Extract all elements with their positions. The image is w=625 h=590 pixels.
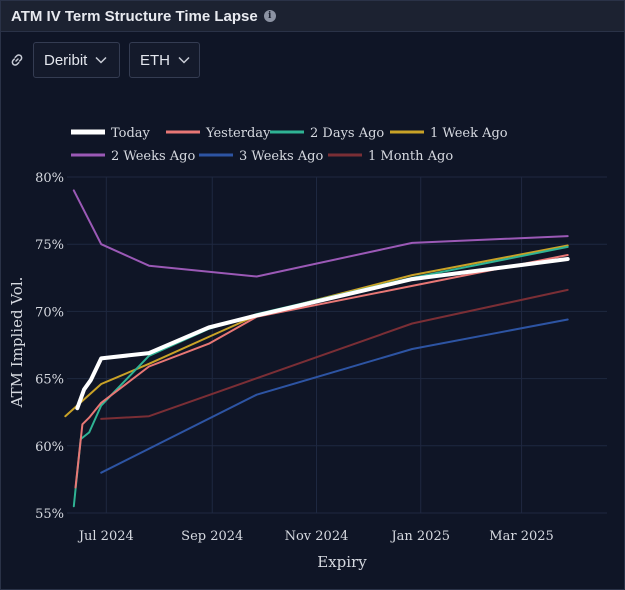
y-tick-label: 55%	[35, 507, 64, 522]
legend-label: Today	[111, 126, 151, 141]
legend-label: 3 Weeks Ago	[239, 149, 323, 164]
y-tick-label: 65%	[35, 373, 64, 388]
x-tick-label: Sep 2024	[181, 529, 243, 544]
chevron-down-icon	[178, 56, 190, 64]
toolbar: Deribit ETH	[1, 41, 209, 79]
asset-select[interactable]: ETH	[129, 42, 200, 78]
series-line-1-week-ago	[64, 244, 569, 418]
legend-label: Yesterday	[205, 126, 271, 141]
series-line-3-weeks-ago	[100, 318, 569, 474]
series-line-2-weeks-ago	[72, 189, 569, 278]
x-tick-label: Mar 2025	[489, 529, 554, 544]
x-tick-label: Nov 2024	[285, 529, 349, 544]
series-line-yesterday	[74, 254, 569, 489]
x-tick-label: Jul 2024	[77, 529, 134, 544]
chevron-down-icon	[95, 56, 107, 64]
legend-label: 1 Month Ago	[368, 149, 453, 164]
y-tick-label: 80%	[35, 171, 64, 186]
legend-label: 1 Week Ago	[430, 126, 508, 141]
legend-label: 2 Weeks Ago	[111, 149, 195, 164]
x-axis-title: Expiry	[317, 553, 367, 571]
y-tick-label: 70%	[35, 305, 64, 320]
link-icon[interactable]	[7, 50, 27, 70]
legend-label: 2 Days Ago	[310, 126, 384, 141]
exchange-select[interactable]: Deribit	[33, 42, 120, 78]
title-bar: ATM IV Term Structure Time Lapse i	[1, 1, 624, 32]
info-icon[interactable]: i	[263, 10, 276, 22]
series-line-1-month-ago	[100, 288, 569, 420]
y-tick-label: 60%	[35, 440, 64, 455]
y-tick-label: 75%	[35, 238, 64, 253]
series-line-today	[75, 257, 570, 411]
x-tick-label: Jan 2025	[389, 529, 450, 544]
page-title: ATM IV Term Structure Time Lapse	[11, 7, 258, 25]
exchange-select-value: Deribit	[44, 51, 88, 69]
asset-select-value: ETH	[140, 51, 170, 69]
term-structure-chart: 55% 60% 65% 70% 75% 80% Jul 2024 Sep 2024 Nov 20…	[8, 126, 607, 571]
y-axis-title: ATM Implied Vol.	[8, 277, 26, 409]
